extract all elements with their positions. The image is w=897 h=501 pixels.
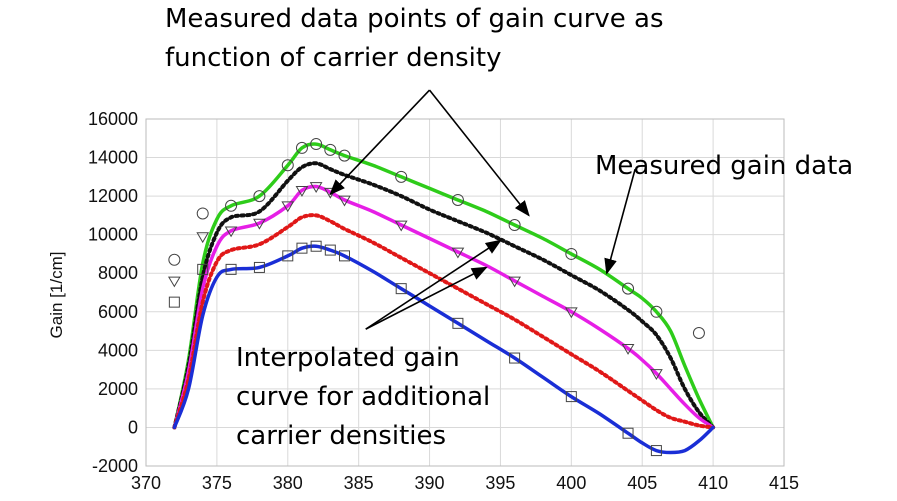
data-point-circle bbox=[225, 199, 238, 212]
data-point-circle bbox=[395, 170, 408, 183]
y-tick-label: 8000 bbox=[98, 263, 138, 283]
annotation-measured-gain-data: Measured gain data bbox=[595, 151, 853, 181]
outlier-point-circle bbox=[196, 207, 209, 220]
data-point-triangle bbox=[295, 185, 309, 197]
data-point-circle bbox=[565, 247, 578, 260]
data-point-square bbox=[253, 261, 265, 273]
outlier-point-square bbox=[168, 296, 180, 308]
data-point-circle bbox=[650, 305, 663, 318]
annotation-measured-points-line1: Measured data points of gain curve as bbox=[165, 4, 664, 34]
data-point-square bbox=[282, 250, 294, 262]
data-point-square bbox=[310, 240, 322, 252]
x-tick-label: 405 bbox=[627, 473, 657, 493]
plot-frame bbox=[145, 118, 785, 467]
y-tick-label: -2000 bbox=[92, 456, 138, 476]
x-tick-label: 385 bbox=[344, 473, 374, 493]
outlier-point-triangle bbox=[196, 232, 210, 244]
series-line-1 bbox=[172, 161, 716, 430]
data-point-circle bbox=[324, 143, 337, 156]
data-point-triangle bbox=[508, 276, 521, 288]
annotation-interpolated-line3: carrier densities bbox=[236, 421, 446, 451]
data-point-square bbox=[324, 244, 336, 256]
y-tick-label: 0 bbox=[128, 417, 138, 437]
data-point-square bbox=[650, 445, 662, 457]
data-point-circle bbox=[508, 219, 521, 232]
data-point-triangle bbox=[394, 220, 408, 232]
y-axis-label: Gain [1/cm] bbox=[47, 252, 66, 339]
data-point-square bbox=[225, 263, 237, 275]
x-tick-labels: 370 375 380 385 390 395 400 405 410 415 bbox=[131, 473, 799, 493]
data-point-triangle bbox=[621, 344, 635, 355]
y-tick-label: 2000 bbox=[98, 379, 138, 399]
data-point-triangle bbox=[650, 369, 663, 380]
annotation-arrow bbox=[428, 89, 530, 217]
annotation-arrow bbox=[365, 239, 502, 330]
data-point-circle bbox=[295, 141, 308, 154]
x-tick-label: 370 bbox=[131, 473, 161, 493]
x-tick-label: 395 bbox=[485, 473, 515, 493]
annotation-interpolated-line1: Interpolated gain bbox=[236, 343, 460, 373]
annotation-arrow bbox=[365, 266, 488, 330]
y-tick-label: 10000 bbox=[88, 225, 138, 245]
data-point-triangle bbox=[451, 247, 465, 259]
y-tick-label: 6000 bbox=[98, 302, 138, 322]
data-point-circle bbox=[253, 190, 266, 203]
data-point-circle bbox=[338, 149, 351, 162]
data-point-circle bbox=[622, 282, 635, 295]
annotation-arrows bbox=[329, 89, 636, 330]
data-point-square bbox=[395, 283, 407, 295]
data-point-triangle bbox=[309, 182, 323, 193]
data-point-square bbox=[338, 250, 350, 262]
x-tick-label: 400 bbox=[556, 473, 586, 493]
y-tick-labels: -2000 0 2000 4000 6000 8000 10000 12000 14000 160… bbox=[88, 109, 138, 476]
outlier-point-triangle bbox=[167, 276, 181, 288]
data-point-circle bbox=[281, 159, 294, 172]
series-line-3 bbox=[172, 213, 716, 430]
annotation-arrow bbox=[604, 168, 636, 275]
data-point-square bbox=[452, 317, 464, 329]
annotation-measured-points-line2: function of carrier density bbox=[165, 43, 501, 73]
data-point-triangle bbox=[281, 201, 295, 213]
y-tick-label: 14000 bbox=[88, 148, 138, 168]
data-point-circle bbox=[310, 138, 323, 151]
annotation-arrow bbox=[329, 89, 431, 196]
series-line-2 bbox=[172, 184, 715, 430]
x-tick-label: 410 bbox=[698, 473, 728, 493]
x-tick-label: 380 bbox=[273, 473, 303, 493]
y-tick-label: 4000 bbox=[98, 340, 138, 360]
data-point-triangle bbox=[338, 195, 351, 207]
data-point-triangle bbox=[224, 226, 238, 238]
outlier-point-circle bbox=[168, 253, 181, 266]
data-point-square bbox=[622, 427, 634, 439]
data-markers bbox=[167, 138, 705, 457]
x-tick-label: 375 bbox=[202, 473, 232, 493]
data-point-circle bbox=[451, 193, 464, 206]
data-point-square bbox=[296, 242, 308, 254]
data-point-square bbox=[509, 352, 521, 364]
y-tick-label: 12000 bbox=[88, 186, 138, 206]
outlier-point-square bbox=[197, 263, 209, 275]
data-point-triangle bbox=[564, 307, 578, 319]
y-tick-label: 16000 bbox=[88, 109, 138, 129]
x-tick-label: 390 bbox=[415, 473, 445, 493]
series-line-0 bbox=[172, 142, 715, 430]
series-lines bbox=[172, 142, 716, 455]
x-tick-label: 415 bbox=[769, 473, 799, 493]
annotation-interpolated-line2: curve for additional bbox=[236, 382, 490, 412]
data-point-triangle bbox=[253, 218, 266, 230]
outlier-point-circle bbox=[692, 326, 705, 339]
data-point-square bbox=[565, 391, 577, 403]
